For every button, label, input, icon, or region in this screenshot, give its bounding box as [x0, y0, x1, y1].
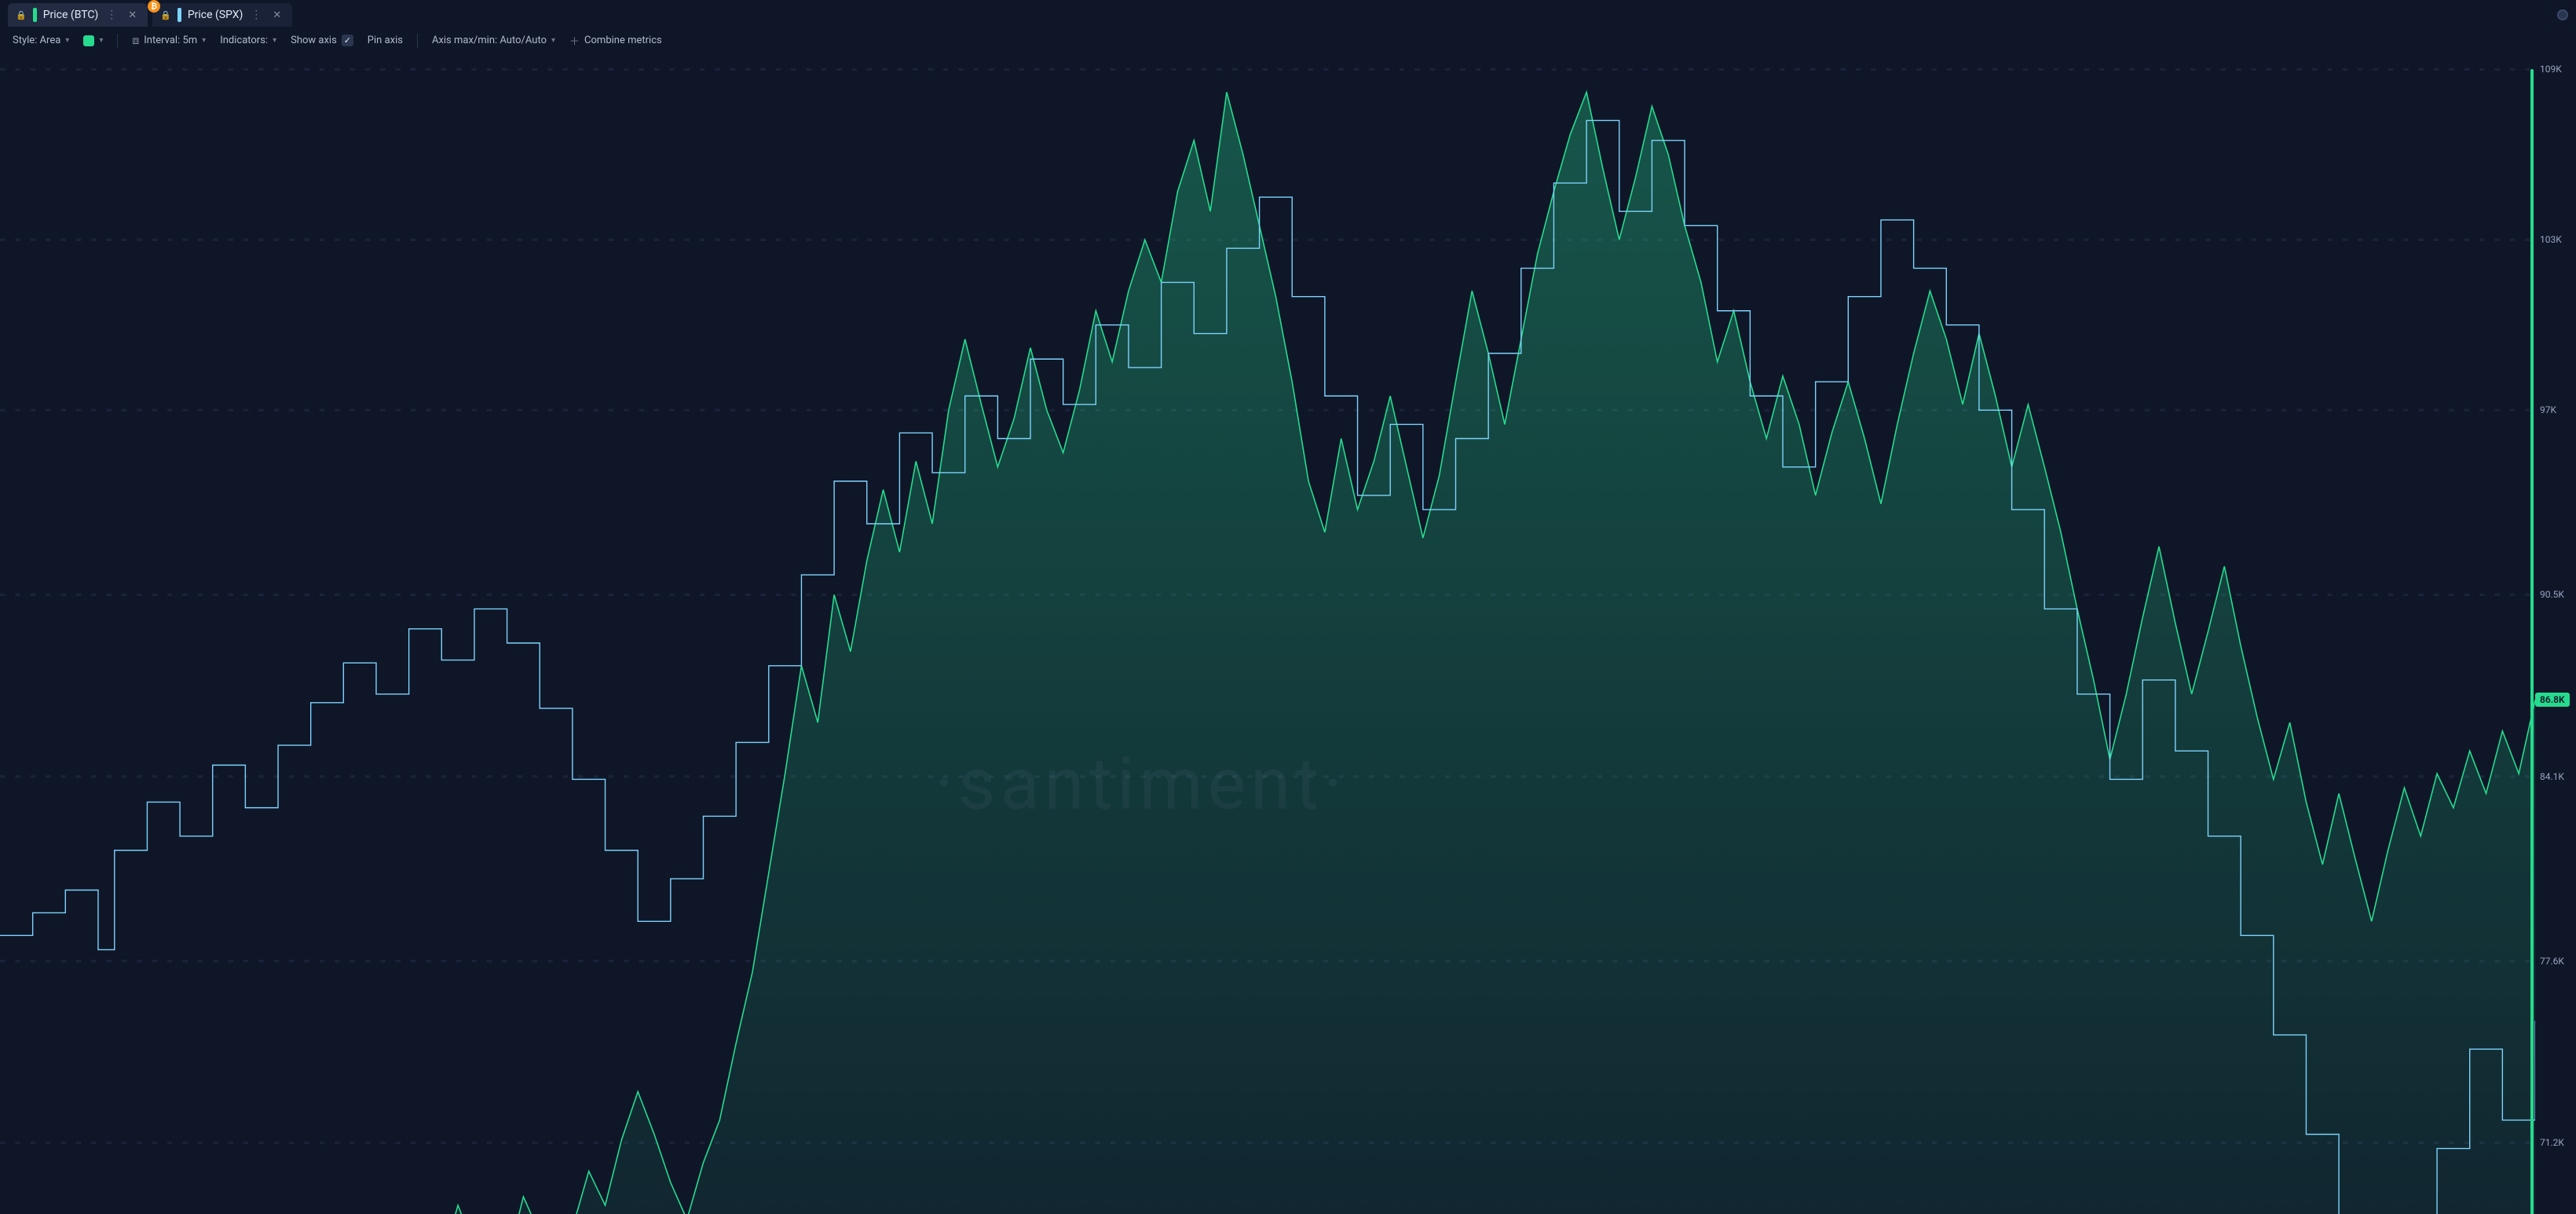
chevron-down-icon: ▾	[99, 36, 103, 45]
series-color-stripe	[33, 8, 37, 22]
interval-label: Interval: 5m	[144, 35, 197, 46]
y-tick-label: 90.5K	[2540, 589, 2564, 600]
tab-menu-icon[interactable]: ⋮	[104, 9, 119, 21]
series-color-stripe	[177, 8, 181, 22]
chevron-down-icon: ▾	[551, 36, 555, 45]
tab-label: Price (BTC)	[43, 9, 99, 21]
toolbar-separator	[417, 34, 418, 48]
y-tick-label: 97K	[2540, 404, 2556, 415]
tab-price-btc-[interactable]: 🔒 Price (BTC) ⋮ ✕	[8, 3, 148, 27]
close-icon[interactable]: ✕	[125, 9, 140, 21]
bitcoin-badge-icon: ₿	[148, 0, 160, 13]
chart-svg	[0, 54, 2535, 1214]
y-tick-label: 77.6K	[2540, 956, 2564, 967]
plus-icon: ＋	[569, 33, 580, 48]
indicators-label: Indicators:	[220, 35, 268, 46]
style-label: Style: Area	[13, 35, 60, 46]
combine-label: Combine metrics	[584, 35, 662, 46]
axis-range-bar	[2530, 69, 2534, 1214]
y-tick-label: 71.2K	[2540, 1137, 2564, 1148]
status-indicator[interactable]	[2557, 9, 2568, 20]
chart-area: ·santiment· 20 Sep 2405 Oct 2420 Oct 240…	[0, 54, 2576, 1214]
tab-label: Price (SPX)	[188, 9, 243, 21]
interval-selector[interactable]: ⧈ Interval: 5m ▾	[132, 35, 206, 47]
style-selector[interactable]: Style: Area ▾	[13, 35, 69, 46]
tab-price-spx-[interactable]: ₿🔒Price (SPX)⋮✕	[152, 3, 292, 27]
chart-plot[interactable]: ·santiment· 20 Sep 2405 Oct 2420 Oct 240…	[0, 54, 2535, 1214]
axis-maxmin-selector[interactable]: Axis max/min: Auto/Auto ▾	[432, 35, 555, 46]
indicators-selector[interactable]: Indicators: ▾	[220, 35, 276, 46]
close-icon[interactable]: ✕	[269, 9, 284, 21]
color-swatch-selector[interactable]: ▾	[83, 35, 103, 46]
toolbar-separator	[117, 34, 118, 48]
show-axis-toggle[interactable]: Show axis ✓	[291, 35, 353, 46]
y-tick-label: 109K	[2540, 64, 2562, 75]
lock-icon: 🔒	[16, 10, 27, 20]
y-axis: 109K103K97K90.5K84.1K77.6K71.2K64.7K58.3…	[2535, 54, 2576, 1214]
chevron-down-icon: ▾	[202, 36, 206, 45]
app-root: 🔒Price (BTC)⋮✕₿🔒Price (SPX)⋮✕ Style: Are…	[0, 0, 2576, 1214]
axis-maxmin-label: Axis max/min: Auto/Auto	[432, 35, 547, 46]
current-price-badge: 86.8K	[2535, 693, 2570, 707]
pin-axis-toggle[interactable]: Pin axis	[368, 35, 403, 46]
chevron-down-icon: ▾	[273, 36, 276, 45]
chevron-down-icon: ▾	[65, 36, 69, 45]
lock-icon: 🔒	[160, 10, 171, 20]
tab-menu-icon[interactable]: ⋮	[249, 9, 263, 21]
combine-metrics-button[interactable]: ＋ Combine metrics	[569, 33, 662, 48]
y-tick-label: 84.1K	[2540, 771, 2564, 782]
candlestick-icon: ⧈	[132, 35, 139, 47]
checkbox-icon: ✓	[342, 35, 353, 46]
color-swatch	[83, 35, 94, 46]
pin-axis-label: Pin axis	[368, 35, 403, 46]
tab-bar: 🔒Price (BTC)⋮✕₿🔒Price (SPX)⋮✕	[0, 0, 2576, 27]
show-axis-label: Show axis	[291, 35, 337, 46]
y-tick-label: 103K	[2540, 234, 2562, 245]
chart-toolbar: Style: Area ▾ ▾ ⧈ Interval: 5m ▾ Indicat…	[0, 27, 2576, 54]
